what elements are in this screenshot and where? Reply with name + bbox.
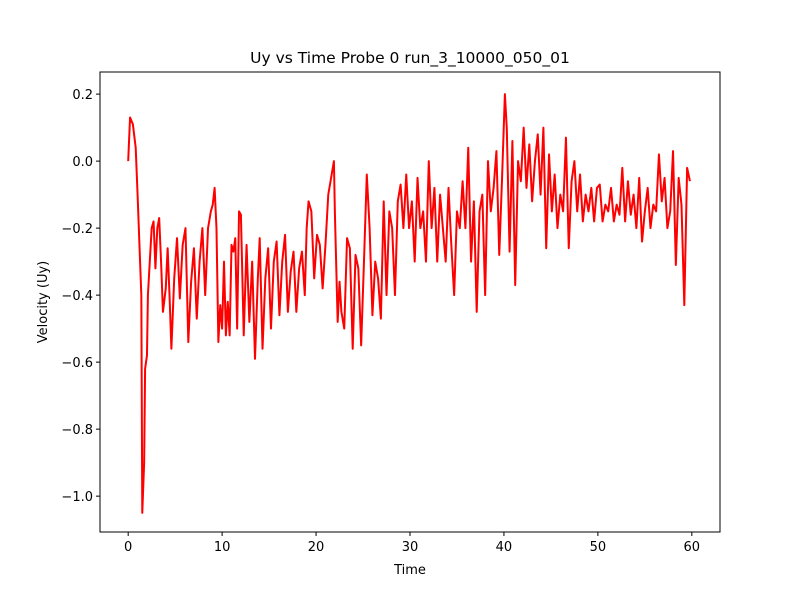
x-tick-label: 60 xyxy=(684,540,701,555)
y-tick-label: −0.6 xyxy=(61,356,93,371)
plot-frame xyxy=(99,71,721,533)
x-tick-label: 40 xyxy=(496,540,513,555)
x-tick-label: 20 xyxy=(308,540,325,555)
y-tick-label: 0.2 xyxy=(72,88,93,103)
x-tick-label: 30 xyxy=(402,540,419,555)
chart-title: Uy vs Time Probe 0 run_3_10000_050_01 xyxy=(250,49,570,68)
y-tick-label: 0.0 xyxy=(72,155,93,170)
y-tick-label: −1.0 xyxy=(61,490,93,505)
x-tick-label: 10 xyxy=(214,540,231,555)
x-tick-label: 50 xyxy=(590,540,607,555)
y-tick-label: −0.8 xyxy=(61,423,93,438)
y-tick-label: −0.2 xyxy=(61,222,93,237)
y-axis-label: Velocity (Uy) xyxy=(36,261,51,343)
data-line xyxy=(127,93,691,514)
y-tick-label: −0.4 xyxy=(61,289,93,304)
x-axis-label: Time xyxy=(393,563,426,578)
x-tick-label: 0 xyxy=(124,540,132,555)
